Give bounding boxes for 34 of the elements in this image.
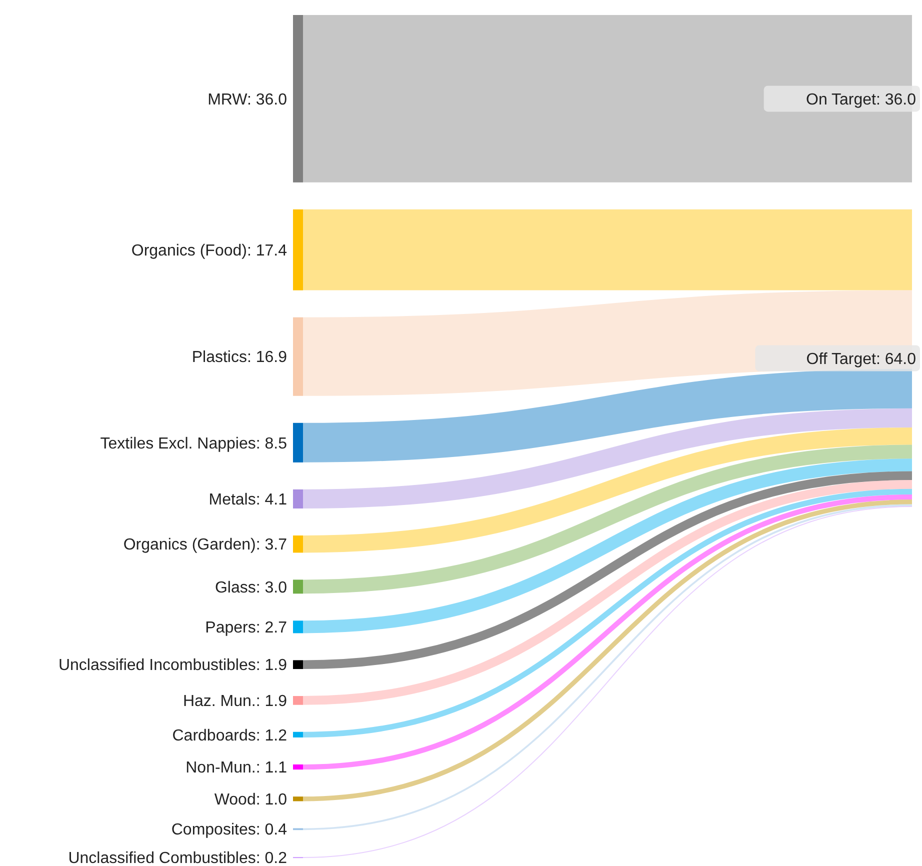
category-label: Cardboards (172, 727, 256, 744)
category-label: Papers (205, 620, 256, 637)
category-label: Textiles Excl. Nappies (100, 435, 256, 452)
data-label: : 1.1 (256, 760, 288, 777)
text: Off Target (806, 350, 877, 368)
category-label: Organics (Food) (131, 242, 247, 260)
text: : 64.0 (876, 350, 916, 368)
data-label: : 3.0 (256, 579, 288, 596)
data-label: : 2.7 (256, 620, 288, 637)
data-label: : 8.5 (256, 435, 288, 452)
category-label: Plastics (192, 349, 247, 366)
category-label: Organics (Garden) (123, 536, 256, 554)
data-label: : 0.4 (256, 822, 288, 839)
text: : 36.0 (876, 91, 916, 108)
data-label: : 16.9 (246, 349, 288, 366)
category-label: Unclassified Incombustibles (58, 657, 256, 674)
data-label: : 4.1 (256, 492, 288, 509)
category-label: Glass (214, 579, 256, 596)
category-label: Unclassified Combustibles (68, 850, 256, 866)
data-label: : 3.7 (256, 536, 288, 554)
data-label: : 0.2 (256, 850, 288, 866)
data-label: : 1.2 (256, 727, 288, 744)
data-label: : 1.0 (256, 791, 288, 808)
category-label: MRW (208, 91, 248, 108)
category-label: Composites (171, 822, 256, 839)
text: On Target (806, 91, 877, 108)
data-label: : 1.9 (256, 693, 288, 710)
data-label: : 17.4 (246, 242, 288, 260)
data-label: : 36.0 (246, 91, 288, 108)
category-label: Non-Mun. (186, 760, 256, 777)
category-label: Wood (214, 791, 256, 808)
category-label: Haz. Mun. (182, 693, 256, 710)
category-label: Metals (208, 492, 256, 509)
data-label: : 1.9 (256, 657, 288, 674)
